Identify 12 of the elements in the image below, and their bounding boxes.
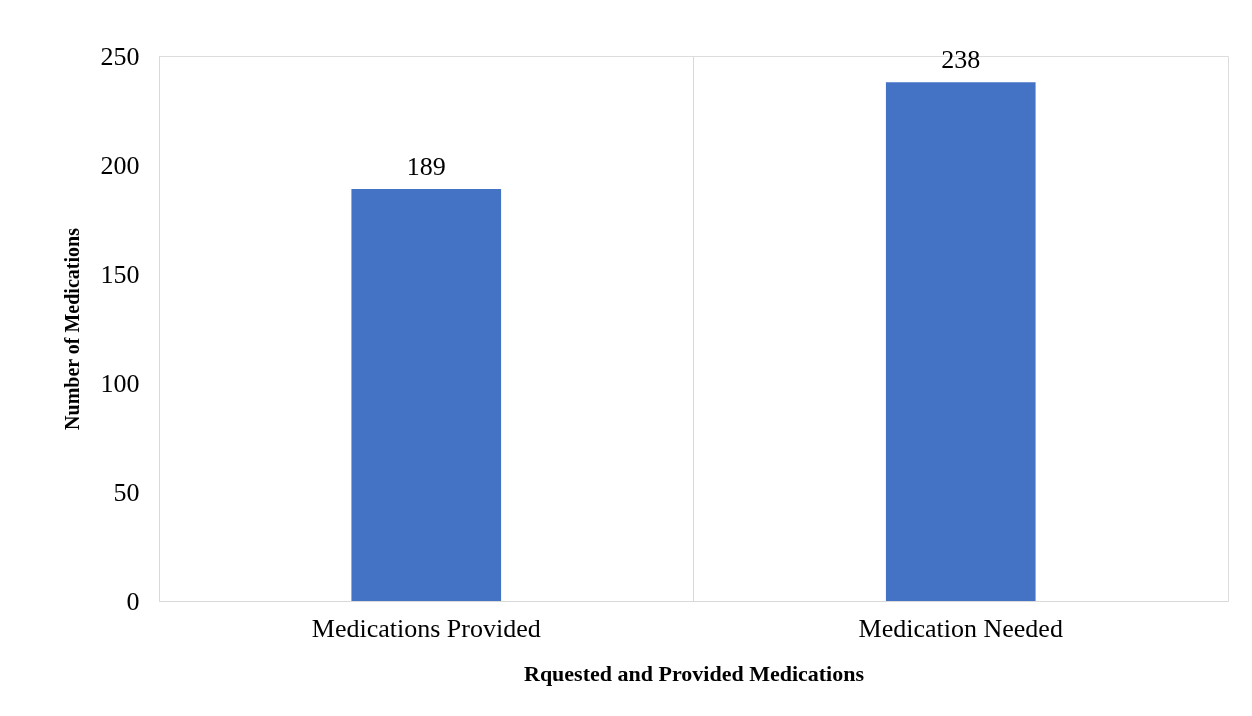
x-tick-label: Medications Provided: [311, 613, 541, 643]
y-tick-label: 100: [100, 368, 140, 398]
data-label: 238: [941, 45, 981, 75]
y-tick-label: 200: [100, 150, 140, 180]
y-tick-label: 50: [113, 477, 140, 507]
data-label: 189: [406, 151, 446, 181]
y-tick-label: 0: [126, 586, 140, 616]
y-axis-title: Number of Medications: [60, 227, 83, 430]
x-tick-label: Medication Needed: [858, 613, 1063, 643]
y-tick-label: 150: [100, 259, 140, 289]
y-tick-label: 250: [100, 41, 140, 71]
x-axis-title: Rquested and Provided Medications: [523, 660, 865, 686]
